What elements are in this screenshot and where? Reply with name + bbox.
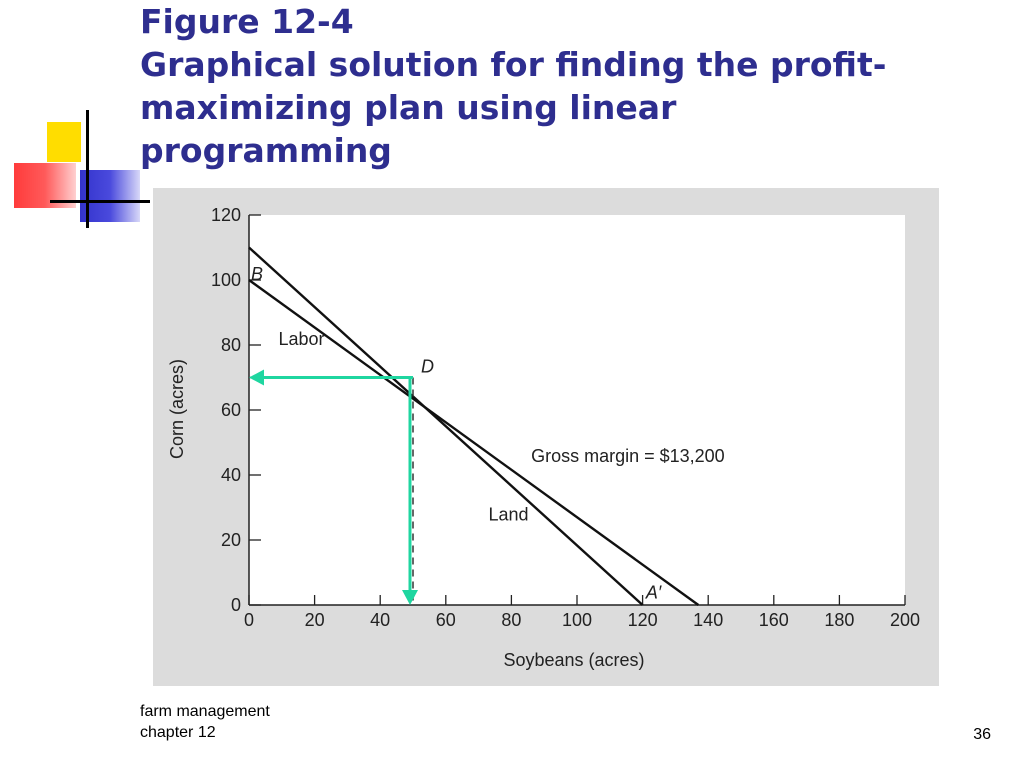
annotation-label: B: [251, 264, 263, 284]
title-line-3: maximizing plan using linear: [140, 88, 677, 127]
x-tick-label: 120: [628, 610, 658, 630]
annotation-label: Land: [488, 505, 528, 525]
plot-area: [249, 215, 905, 605]
x-tick-label: 60: [436, 610, 456, 630]
footer-course: farm management chapter 12: [140, 701, 270, 743]
page-number: 36: [973, 726, 991, 743]
footer-line-2: chapter 12: [140, 724, 216, 741]
decoration-vertical-line: [86, 110, 89, 228]
annotation-label: Gross margin = $13,200: [531, 446, 725, 466]
lp-chart: 0 20 40 60 80 100 120 140 160 180 200 0 20 40 60 80 100 1…: [167, 205, 920, 670]
x-tick-label: 180: [824, 610, 854, 630]
y-axis-label: Corn (acres): [167, 359, 187, 459]
decoration-blue-rectangle: [80, 170, 140, 222]
decoration-horizontal-line: [50, 200, 150, 203]
y-tick-label: 40: [221, 465, 241, 485]
annotation-label: Labor: [279, 329, 325, 349]
title-line-1: Figure 12-4: [140, 2, 354, 41]
annotation-label: D: [421, 357, 434, 377]
x-tick-label: 140: [693, 610, 723, 630]
y-tick-label: 80: [221, 335, 241, 355]
x-tick-label: 200: [890, 610, 920, 630]
title-line-4: programming: [140, 131, 392, 170]
arrowhead-x-axis: [402, 590, 418, 605]
y-tick-label: 100: [211, 270, 241, 290]
chart-panel: 0 20 40 60 80 100 120 140 160 180 200 0 20 40 60 80 100 1…: [153, 188, 939, 686]
y-tick-label: 20: [221, 530, 241, 550]
decoration-yellow-square: [47, 122, 81, 162]
y-tick-label: 120: [211, 205, 241, 225]
x-tick-label: 80: [501, 610, 521, 630]
annotation-label: A′: [645, 583, 662, 603]
x-tick-label: 20: [305, 610, 325, 630]
x-tick-label: 40: [370, 610, 390, 630]
series-line-labor: [248, 279, 700, 606]
x-tick-label: 160: [759, 610, 789, 630]
y-tick-label: 60: [221, 400, 241, 420]
x-tick-label: 100: [562, 610, 592, 630]
series-line-land: [248, 246, 644, 606]
y-tick-label: 0: [231, 595, 241, 615]
footer-line-1: farm management: [140, 703, 270, 720]
title-line-2: Graphical solution for finding the profi…: [140, 45, 887, 84]
arrowhead-y-axis: [249, 369, 264, 386]
x-tick-label: 0: [244, 610, 254, 630]
slide-title: Figure 12-4 Graphical solution for findi…: [140, 0, 1010, 172]
x-axis-label: Soybeans (acres): [503, 650, 644, 670]
